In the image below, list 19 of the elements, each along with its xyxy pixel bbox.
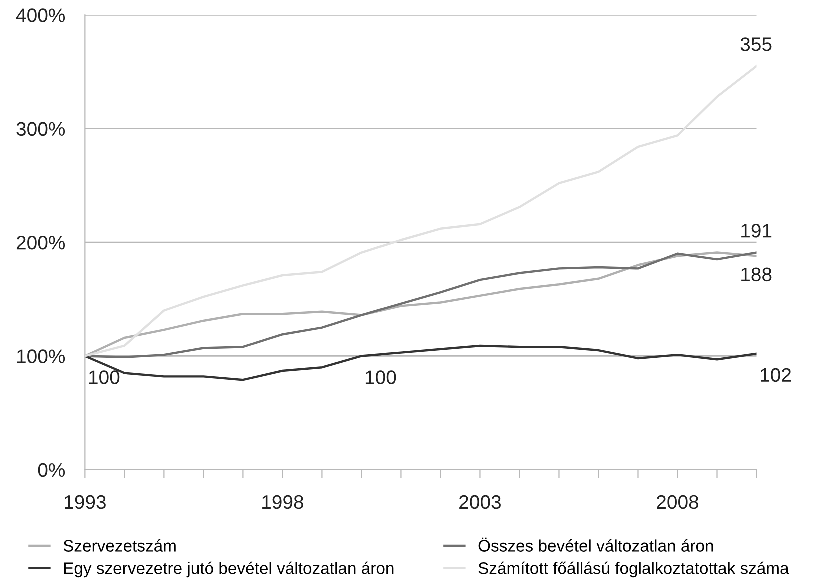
legend-label: Szervezetszám	[64, 540, 176, 552]
y-tick-label: 400%	[16, 8, 66, 22]
x-tick-label: 2008	[657, 495, 699, 510]
legend-label: Egy szervezetre jutó bevétel változatlan áron	[64, 562, 394, 578]
annotation: 191	[742, 224, 772, 238]
annotation: 102	[761, 368, 791, 382]
legend-label: Összes bevétel változatlan áron	[478, 538, 714, 552]
y-tick-label: 300%	[16, 122, 66, 136]
legend-label: Számított főállású foglalkoztatottak száma	[478, 562, 790, 578]
x-tick-label: 1993	[65, 495, 106, 510]
y-tick-label: 100%	[17, 350, 66, 364]
annotation: 100	[366, 370, 396, 384]
y-tick-label: 0%	[38, 463, 66, 478]
x-tick-label: 2003	[460, 495, 501, 510]
annotation: 100	[89, 370, 120, 384]
annotation: 188	[742, 268, 772, 282]
x-tick-label: 1998	[262, 495, 304, 510]
annotation: 355	[740, 38, 772, 52]
y-tick-label: 200%	[16, 236, 66, 250]
